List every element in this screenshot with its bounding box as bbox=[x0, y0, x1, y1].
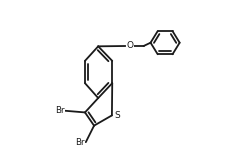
Text: Br: Br bbox=[55, 106, 64, 115]
Text: O: O bbox=[126, 41, 133, 51]
Text: S: S bbox=[114, 111, 120, 120]
Text: Br: Br bbox=[75, 138, 85, 147]
